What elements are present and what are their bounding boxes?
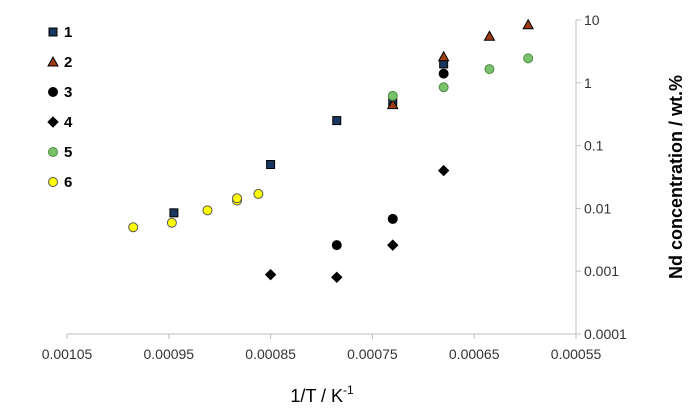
data-point-series-5	[438, 82, 449, 93]
x-tick-label: 0.00095	[143, 346, 194, 362]
x-axis-title: 1/T / K-1	[290, 383, 354, 406]
legend-marker-2	[47, 55, 59, 67]
data-point-series-5	[484, 64, 495, 75]
data-point-series-3	[331, 240, 342, 251]
data-point-series-2	[522, 18, 535, 30]
legend-marker-4	[47, 116, 59, 128]
legend-label-6: 6	[64, 174, 72, 191]
legend-label-5: 5	[64, 144, 72, 161]
y-axis-title: Nd concentration / wt.%	[666, 75, 686, 279]
data-point-series-2	[386, 98, 399, 110]
y-axis: 10 1 0.1 0.01 0.001 0.0001	[575, 12, 627, 342]
x-tick-label: 0.00085	[245, 346, 296, 362]
data-point-series-6	[253, 188, 264, 199]
legend-label-4: 4	[64, 114, 73, 131]
legend-item-4: 4	[47, 114, 73, 131]
legend-label-2: 2	[64, 54, 72, 71]
legend-item-2: 2	[47, 54, 72, 71]
data-point-series-3	[438, 68, 449, 79]
data-point-series-6	[128, 222, 139, 233]
x-tick-label: 0.00065	[449, 346, 500, 362]
legend-marker-3	[48, 87, 58, 97]
y-tick-label: 0.001	[584, 263, 619, 279]
series-5	[387, 53, 534, 101]
series-2	[386, 18, 535, 110]
plot-area	[128, 18, 535, 283]
data-point-series-1	[266, 160, 276, 170]
legend-item-1: 1	[48, 24, 72, 41]
data-point-series-5	[387, 90, 398, 101]
data-point-series-2	[483, 30, 496, 41]
legend-marker-6	[48, 177, 58, 187]
x-tick-label: 0.00075	[347, 346, 398, 362]
x-tick-label: 0.00105	[42, 346, 93, 362]
legend-marker-5	[48, 147, 58, 157]
data-point-series-4	[331, 271, 343, 283]
legend-item-6: 6	[48, 174, 72, 191]
legend-label-1: 1	[64, 24, 72, 41]
data-point-series-4	[264, 268, 277, 281]
x-axis-title-superscript: -1	[343, 383, 354, 397]
data-point-series-5	[523, 53, 534, 64]
data-point-series-6	[232, 193, 243, 204]
y-tick-label: 1	[584, 75, 592, 91]
data-point-series-1	[169, 208, 179, 218]
y-tick-label: 0.1	[584, 138, 604, 154]
y-tick-label: 10	[584, 12, 600, 28]
y-tick-label: 0.01	[584, 200, 611, 216]
y-tick-label: 0.0001	[584, 326, 627, 342]
data-point-series-6	[202, 205, 213, 216]
data-point-series-3	[387, 213, 398, 224]
data-point-series-4	[387, 239, 399, 251]
legend-item-3: 3	[48, 84, 72, 101]
series-4	[264, 164, 450, 283]
legend-label-3: 3	[64, 84, 72, 101]
data-point-series-6	[166, 217, 177, 228]
x-tick-label: 0.00055	[551, 346, 602, 362]
x-axis: 0.00105 0.00095 0.00085 0.00075 0.00065 0.000…	[42, 333, 602, 362]
data-point-series-4	[437, 164, 450, 177]
legend-item-5: 5	[48, 144, 72, 161]
legend: 1 2 3 4 5 6	[47, 24, 73, 191]
data-point-series-1	[332, 116, 342, 126]
series-6	[128, 188, 264, 233]
legend-marker-1	[48, 27, 58, 37]
data-point-series-2	[437, 50, 450, 62]
series-3	[331, 68, 449, 251]
series-1	[169, 59, 449, 218]
